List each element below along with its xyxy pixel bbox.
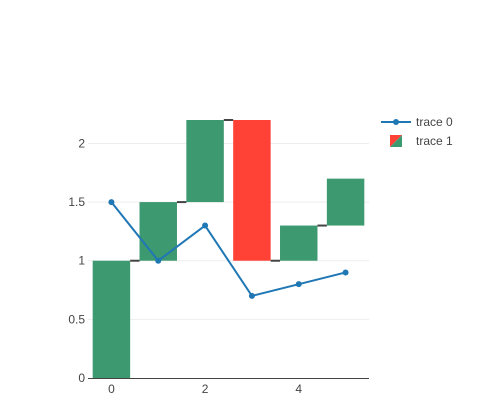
y-tick-label: 0.5 bbox=[68, 312, 85, 326]
waterfall-bar[interactable] bbox=[92, 260, 131, 378]
y-tick-label: 2 bbox=[78, 136, 85, 150]
line-series bbox=[108, 199, 349, 299]
line-point[interactable] bbox=[295, 281, 302, 288]
line-point[interactable] bbox=[342, 269, 349, 276]
waterfall-bar[interactable] bbox=[186, 120, 224, 203]
waterfall-connectors bbox=[130, 119, 327, 262]
legend[interactable]: trace 0 trace 1 bbox=[381, 115, 453, 148]
x-tick-label: 2 bbox=[202, 382, 209, 396]
legend-label-trace-1[interactable]: trace 1 bbox=[416, 134, 453, 148]
y-tick-label: 0 bbox=[78, 371, 85, 385]
line-point[interactable] bbox=[202, 222, 209, 229]
legend-swatch-increasing bbox=[390, 135, 402, 147]
line-point[interactable] bbox=[108, 199, 115, 206]
legend-label-trace-0[interactable]: trace 0 bbox=[416, 115, 453, 129]
line-point[interactable] bbox=[155, 257, 162, 264]
waterfall-bar[interactable] bbox=[280, 225, 318, 261]
tick-labels: 0 0.5 1 1.5 2 0 2 4 bbox=[68, 136, 302, 396]
waterfall-bar[interactable] bbox=[326, 178, 365, 226]
line-point[interactable] bbox=[248, 292, 255, 299]
waterfall-bar[interactable] bbox=[233, 120, 271, 261]
legend-marker bbox=[393, 119, 399, 125]
y-tick-label: 1.5 bbox=[68, 195, 85, 209]
x-tick-label: 4 bbox=[295, 382, 302, 396]
x-tick-label: 0 bbox=[108, 382, 115, 396]
line-path bbox=[110, 201, 346, 298]
waterfall-bars bbox=[92, 120, 365, 378]
y-tick-label: 1 bbox=[78, 254, 85, 268]
